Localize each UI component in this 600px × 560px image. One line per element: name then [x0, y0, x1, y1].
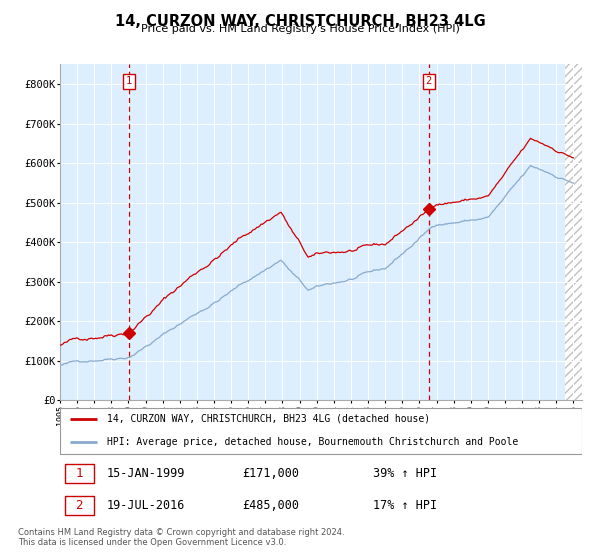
Text: 1: 1 [126, 76, 132, 86]
Text: 14, CURZON WAY, CHRISTCHURCH, BH23 4LG: 14, CURZON WAY, CHRISTCHURCH, BH23 4LG [115, 14, 485, 29]
Text: 15-JAN-1999: 15-JAN-1999 [107, 467, 185, 480]
Text: 2: 2 [425, 76, 432, 86]
FancyBboxPatch shape [65, 464, 94, 483]
Text: £171,000: £171,000 [242, 467, 300, 480]
Text: Price paid vs. HM Land Registry's House Price Index (HPI): Price paid vs. HM Land Registry's House … [140, 24, 460, 34]
FancyBboxPatch shape [60, 408, 582, 454]
Text: Contains HM Land Registry data © Crown copyright and database right 2024.
This d: Contains HM Land Registry data © Crown c… [18, 528, 344, 547]
FancyBboxPatch shape [65, 496, 94, 515]
Text: 17% ↑ HPI: 17% ↑ HPI [373, 499, 437, 512]
Text: HPI: Average price, detached house, Bournemouth Christchurch and Poole: HPI: Average price, detached house, Bour… [107, 437, 518, 447]
Text: 1: 1 [76, 467, 83, 480]
Text: £485,000: £485,000 [242, 499, 300, 512]
Text: 2: 2 [76, 499, 83, 512]
Text: 14, CURZON WAY, CHRISTCHURCH, BH23 4LG (detached house): 14, CURZON WAY, CHRISTCHURCH, BH23 4LG (… [107, 414, 430, 423]
Text: 39% ↑ HPI: 39% ↑ HPI [373, 467, 437, 480]
Text: 19-JUL-2016: 19-JUL-2016 [107, 499, 185, 512]
